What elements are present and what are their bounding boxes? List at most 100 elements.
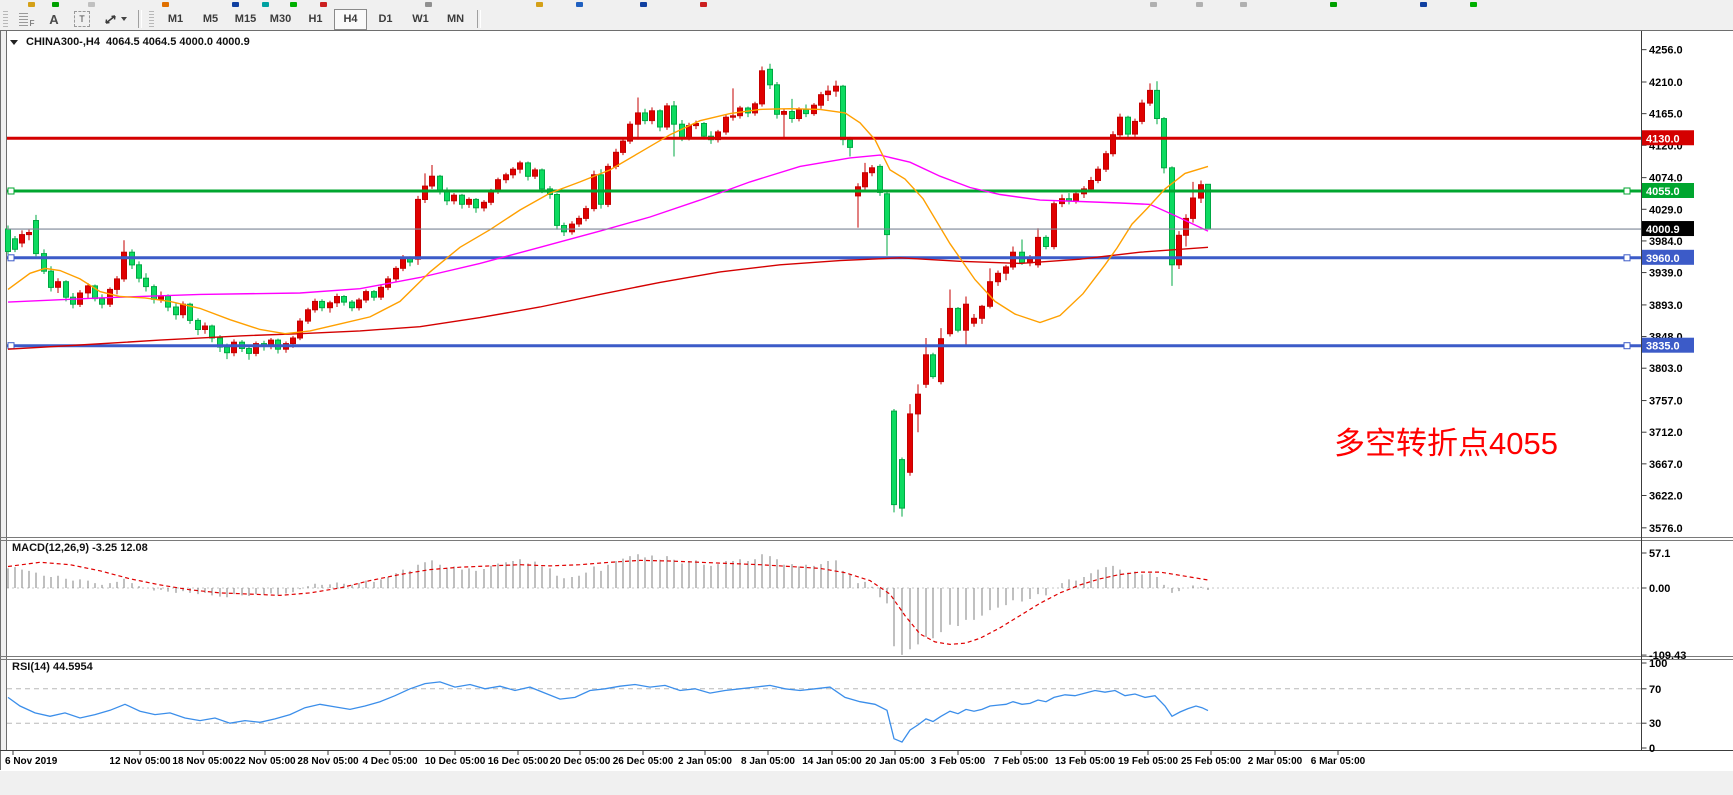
toolbar-icon-fragment	[320, 2, 327, 7]
toolbar-icon-fragment	[290, 2, 297, 7]
status-strip	[0, 771, 1733, 795]
text-label-button[interactable]: A	[40, 8, 68, 30]
svg-text:3803.0: 3803.0	[1649, 363, 1683, 375]
svg-text:19 Feb 05:00: 19 Feb 05:00	[1118, 756, 1178, 767]
svg-text:3835.0: 3835.0	[1646, 341, 1680, 353]
symbol-dropdown-icon[interactable]	[10, 39, 18, 45]
chart-title: CHINA300-,H4 4064.5 4064.5 4000.0 4000.9	[10, 36, 250, 48]
svg-text:3939.0: 3939.0	[1649, 268, 1683, 280]
text-tool-icon: T	[74, 11, 90, 27]
svg-text:3757.0: 3757.0	[1649, 396, 1683, 408]
toolbar-icon-fragment	[162, 2, 169, 7]
svg-text:10 Dec 05:00: 10 Dec 05:00	[425, 756, 486, 767]
svg-text:-109.43: -109.43	[1649, 650, 1686, 662]
svg-text:16 Dec 05:00: 16 Dec 05:00	[488, 756, 549, 767]
toolbar-icon-fragment	[232, 2, 239, 7]
hline-3960.0	[7, 254, 1642, 262]
svg-text:70: 70	[1649, 684, 1661, 696]
symbol-timeframe-label: CHINA300-,H4	[26, 36, 100, 48]
timeframe-button-W1[interactable]: W1	[412, 13, 429, 25]
svg-text:14 Jan 05:00: 14 Jan 05:00	[802, 756, 862, 767]
ohlc-values: 4064.5 4064.5 4000.0 4000.9	[105, 36, 250, 48]
moving-averages-layer	[7, 107, 1209, 350]
svg-text:3667.0: 3667.0	[1649, 459, 1683, 471]
arrange-objects-button[interactable]	[96, 8, 134, 30]
time-axis: 6 Nov 2019 12 Nov 05:00 18 Nov 05:00 22 Nov…	[5, 750, 1366, 767]
svg-text:3960.0: 3960.0	[1646, 253, 1680, 265]
diagonal-arrows-icon	[105, 14, 116, 24]
timeframe-button-M15[interactable]: M15	[234, 13, 257, 25]
svg-text:20 Jan 05:00: 20 Jan 05:00	[865, 756, 925, 767]
dropdown-caret-icon	[121, 17, 127, 21]
toolbar-icon-fragment	[1330, 2, 1337, 7]
svg-text:4210.0: 4210.0	[1649, 77, 1683, 89]
svg-text:3 Feb 05:00: 3 Feb 05:00	[931, 756, 986, 767]
svg-text:6 Nov 2019: 6 Nov 2019	[5, 756, 58, 767]
macd-panel: 57.1 0.00 -109.43	[7, 548, 1686, 662]
toolbar-icon-fragment	[700, 2, 707, 7]
svg-text:0.00: 0.00	[1649, 583, 1670, 595]
svg-text:7 Feb 05:00: 7 Feb 05:00	[994, 756, 1049, 767]
toolbar-icon-fragment	[262, 2, 269, 7]
svg-text:3712.0: 3712.0	[1649, 427, 1683, 439]
timeframe-button-M5[interactable]: M5	[202, 13, 219, 25]
toolbar-icon-fragment	[425, 2, 432, 7]
svg-text:3622.0: 3622.0	[1649, 490, 1683, 502]
rsi-indicator-label: RSI(14) 44.5954	[12, 661, 93, 673]
svg-text:12 Nov 05:00: 12 Nov 05:00	[109, 756, 171, 767]
svg-text:100: 100	[1649, 658, 1667, 670]
svg-text:8 Jan 05:00: 8 Jan 05:00	[741, 756, 795, 767]
toolbar-icon-fragment	[1150, 2, 1157, 7]
chart-text-annotation[interactable]: 多空转折点4055	[1334, 426, 1558, 461]
svg-text:2 Jan 05:00: 2 Jan 05:00	[678, 756, 732, 767]
text-tool-button[interactable]: T	[68, 8, 96, 30]
timeframe-button-D1[interactable]: D1	[378, 13, 393, 25]
timeframe-button-M30[interactable]: M30	[269, 13, 292, 25]
toolbar-icon-fragment	[576, 2, 583, 7]
svg-text:57.1: 57.1	[1649, 548, 1670, 560]
timeframe-button-H4[interactable]: H4	[334, 8, 367, 30]
svg-text:13 Feb 05:00: 13 Feb 05:00	[1055, 756, 1115, 767]
svg-text:0: 0	[1649, 743, 1655, 755]
svg-text:4000.9: 4000.9	[1646, 224, 1680, 236]
timeframe-button-M1[interactable]: M1	[167, 13, 184, 25]
svg-text:3893.0: 3893.0	[1649, 300, 1683, 312]
toolbar: F A T M1 M5 M15 M30 H1 H4 D1 W1 MN	[0, 8, 1733, 30]
svg-text:3576.0: 3576.0	[1649, 523, 1683, 535]
text-label-icon: A	[49, 11, 59, 27]
toolbar-separator	[477, 10, 481, 28]
svg-text:4029.0: 4029.0	[1649, 204, 1683, 216]
svg-text:20 Dec 05:00: 20 Dec 05:00	[550, 756, 611, 767]
toolbar-icon-fragment	[1196, 2, 1203, 7]
svg-text:18 Nov 05:00: 18 Nov 05:00	[172, 756, 234, 767]
rsi-panel: 100 70 30 0	[7, 658, 1667, 755]
toolbar-icon-fragment	[28, 2, 35, 7]
toolbar-grip[interactable]	[3, 11, 8, 27]
timeframe-button-H1[interactable]: H1	[308, 13, 323, 25]
chart-grid-button[interactable]: F	[12, 8, 40, 30]
toolbar-icon-fragment	[88, 2, 95, 7]
toolbar-grip[interactable]	[149, 11, 154, 27]
svg-text:3984.0: 3984.0	[1649, 236, 1683, 248]
svg-text:25 Feb 05:00: 25 Feb 05:00	[1181, 756, 1241, 767]
svg-text:30: 30	[1649, 718, 1661, 730]
svg-text:26 Dec 05:00: 26 Dec 05:00	[613, 756, 674, 767]
price-axis: 4256.04210.04165.04120.04074.04029.03984…	[1641, 31, 1694, 750]
toolbar-separator	[138, 10, 142, 28]
toolbar-icon-fragment	[640, 2, 647, 7]
svg-text:4074.0: 4074.0	[1649, 173, 1683, 185]
hline-4055.0	[7, 187, 1642, 195]
svg-text:4 Dec 05:00: 4 Dec 05:00	[362, 756, 417, 767]
toolbar-icon-fragment	[1240, 2, 1247, 7]
svg-text:28 Nov 05:00: 28 Nov 05:00	[297, 756, 359, 767]
toolbar-icon-fragment	[1470, 2, 1477, 7]
svg-text:4165.0: 4165.0	[1649, 109, 1683, 121]
toolbar-icon-fragment	[1420, 2, 1427, 7]
svg-text:6 Mar 05:00: 6 Mar 05:00	[1311, 756, 1366, 767]
timeframe-button-MN[interactable]: MN	[446, 13, 465, 25]
svg-text:2 Mar 05:00: 2 Mar 05:00	[1248, 756, 1303, 767]
svg-text:4130.0: 4130.0	[1646, 133, 1680, 145]
svg-text:4055.0: 4055.0	[1646, 186, 1680, 198]
svg-text:4256.0: 4256.0	[1649, 45, 1683, 57]
